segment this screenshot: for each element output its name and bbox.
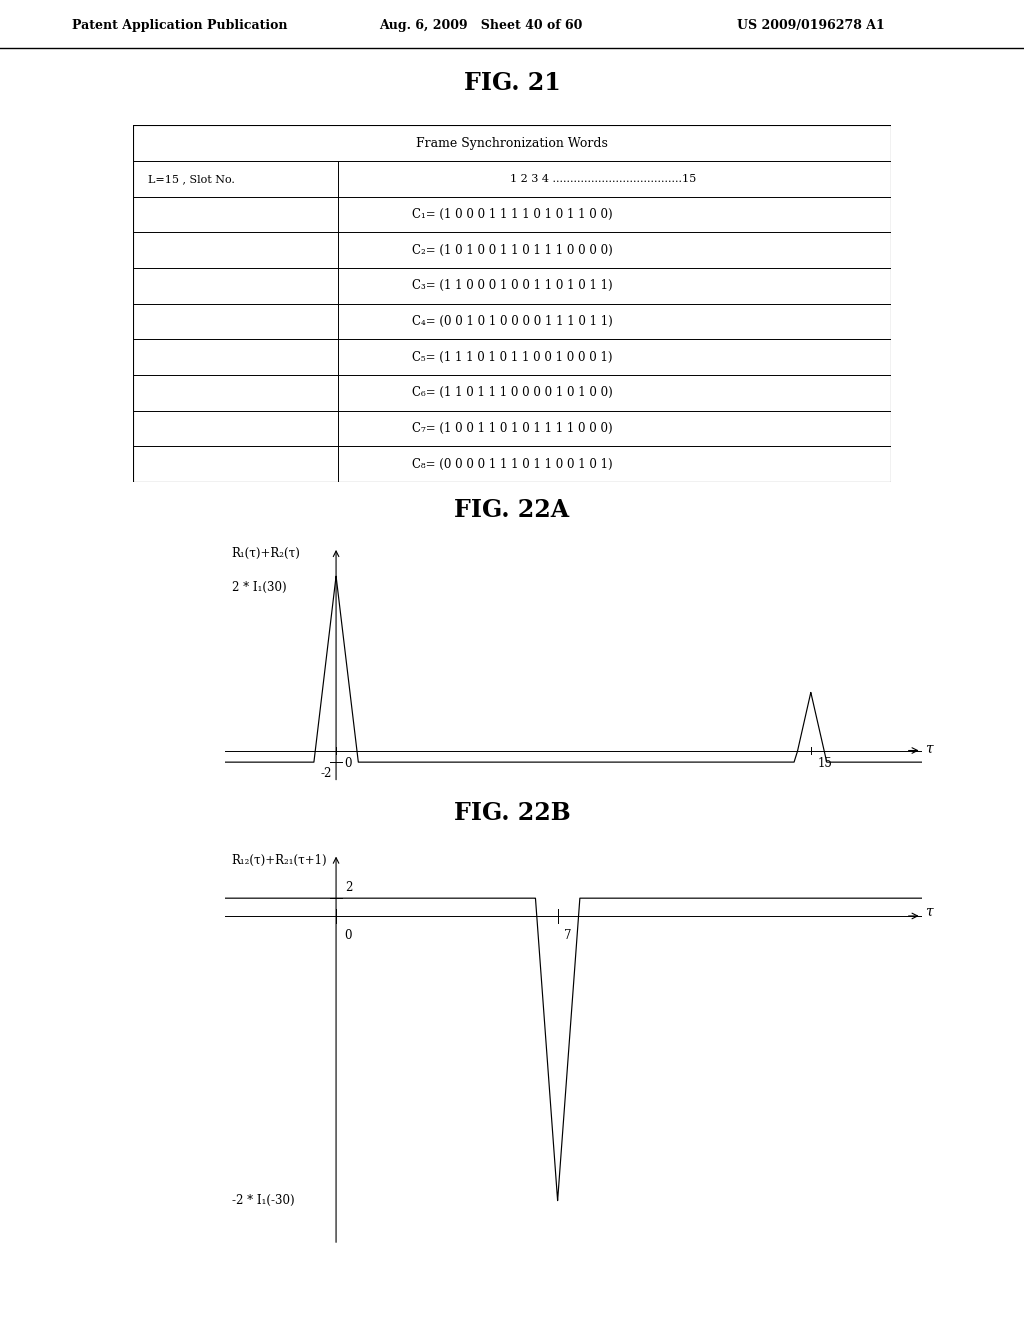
Text: Aug. 6, 2009   Sheet 40 of 60: Aug. 6, 2009 Sheet 40 of 60 — [379, 18, 583, 32]
Text: 7: 7 — [564, 929, 571, 942]
Text: 2 * I₁(30): 2 * I₁(30) — [231, 581, 287, 594]
Text: τ: τ — [925, 742, 933, 756]
Text: τ: τ — [925, 904, 933, 919]
Text: C₇= (1 0 0 1 1 0 1 0 1 1 1 1 0 0 0): C₇= (1 0 0 1 1 0 1 0 1 1 1 1 0 0 0) — [412, 422, 612, 434]
Text: 0: 0 — [344, 929, 351, 942]
Text: L=15 , Slot No.: L=15 , Slot No. — [148, 174, 236, 183]
Text: 2: 2 — [345, 880, 353, 894]
Text: Patent Application Publication: Patent Application Publication — [72, 18, 287, 32]
Text: -2 * I₁(-30): -2 * I₁(-30) — [231, 1195, 294, 1206]
Text: R₁₂(τ)+R₂₁(τ+1): R₁₂(τ)+R₂₁(τ+1) — [231, 854, 328, 867]
Text: 15: 15 — [817, 758, 833, 771]
Text: 0: 0 — [344, 758, 351, 771]
Text: FIG. 21: FIG. 21 — [464, 70, 560, 95]
Text: C₁= (1 0 0 0 1 1 1 1 0 1 0 1 1 0 0): C₁= (1 0 0 0 1 1 1 1 0 1 0 1 1 0 0) — [412, 209, 612, 220]
Text: R₁(τ)+R₂(τ): R₁(τ)+R₂(τ) — [231, 546, 300, 560]
Text: FIG. 22A: FIG. 22A — [455, 498, 569, 521]
Text: C₅= (1 1 1 0 1 0 1 1 0 0 1 0 0 0 1): C₅= (1 1 1 0 1 0 1 1 0 0 1 0 0 0 1) — [412, 351, 612, 363]
Text: -2: -2 — [321, 767, 332, 780]
Text: 1 2 3 4 .....................................15: 1 2 3 4 ................................… — [510, 174, 696, 183]
Text: C₄= (0 0 1 0 1 0 0 0 0 1 1 1 0 1 1): C₄= (0 0 1 0 1 0 0 0 0 1 1 1 0 1 1) — [412, 315, 612, 327]
Text: FIG. 22B: FIG. 22B — [454, 801, 570, 825]
Text: C₈= (0 0 0 0 1 1 1 0 1 1 0 0 1 0 1): C₈= (0 0 0 0 1 1 1 0 1 1 0 0 1 0 1) — [412, 458, 612, 470]
Text: C₃= (1 1 0 0 0 1 0 0 1 1 0 1 0 1 1): C₃= (1 1 0 0 0 1 0 0 1 1 0 1 0 1 1) — [412, 280, 612, 292]
Text: C₂= (1 0 1 0 0 1 1 0 1 1 1 0 0 0 0): C₂= (1 0 1 0 0 1 1 0 1 1 1 0 0 0 0) — [412, 244, 612, 256]
Text: US 2009/0196278 A1: US 2009/0196278 A1 — [737, 18, 885, 32]
Text: Frame Synchronization Words: Frame Synchronization Words — [416, 137, 608, 149]
Text: C₆= (1 1 0 1 1 1 0 0 0 0 1 0 1 0 0): C₆= (1 1 0 1 1 1 0 0 0 0 1 0 1 0 0) — [412, 387, 612, 399]
